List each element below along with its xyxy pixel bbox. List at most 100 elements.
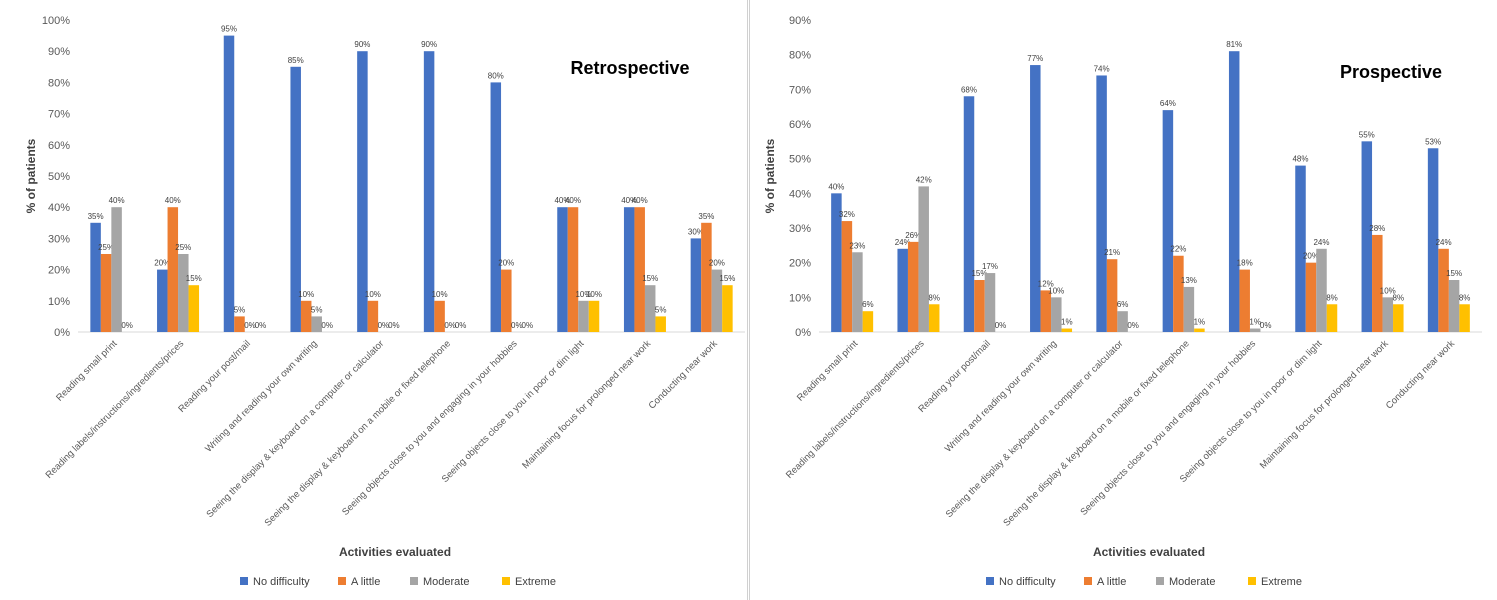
y-tick-label: 40%	[789, 188, 811, 200]
y-tick-label: 10%	[48, 296, 70, 308]
data-label: 0%	[522, 321, 534, 330]
bar	[1372, 234, 1383, 332]
data-label: 95%	[221, 25, 237, 34]
data-label: 28%	[1369, 224, 1385, 233]
legend-swatch	[986, 577, 994, 585]
legend-swatch	[240, 577, 248, 585]
bar	[1228, 51, 1240, 332]
y-tick-label: 100%	[42, 15, 70, 27]
data-label: 5%	[311, 305, 323, 314]
legend-swatch	[1084, 577, 1092, 585]
bar	[1030, 65, 1041, 333]
data-label: 21%	[1104, 248, 1120, 257]
data-label: 0%	[455, 321, 467, 330]
data-label: 42%	[916, 175, 932, 184]
data-label: 0%	[1127, 321, 1139, 330]
data-label: 15%	[719, 274, 735, 283]
data-label: 20%	[709, 259, 725, 268]
bar	[1183, 286, 1195, 332]
y-tick-label: 90%	[789, 15, 811, 27]
data-label: 40%	[565, 196, 581, 205]
data-label: 24%	[895, 238, 911, 247]
x-axis-title: Activities evaluated	[339, 545, 451, 559]
bar	[1382, 297, 1394, 332]
data-label: 30%	[688, 227, 704, 236]
y-tick-label: 50%	[48, 171, 70, 183]
data-label: 18%	[1237, 259, 1253, 268]
y-tick-label: 70%	[789, 84, 811, 96]
bar	[711, 269, 723, 332]
data-label: 0%	[244, 321, 256, 330]
data-label: 32%	[839, 210, 855, 219]
bar	[1326, 304, 1338, 332]
legend-swatch	[502, 577, 510, 585]
data-label: 15%	[971, 269, 987, 278]
data-label: 20%	[1303, 252, 1319, 261]
data-label: 8%	[1393, 293, 1405, 302]
y-tick-label: 0%	[795, 327, 811, 339]
data-label: 77%	[1027, 54, 1043, 63]
data-label: 20%	[154, 259, 170, 268]
data-label: 10%	[575, 290, 591, 299]
data-label: 40%	[632, 196, 648, 205]
legend-swatch	[1248, 577, 1256, 585]
y-tick-label: 20%	[48, 265, 70, 277]
bar	[357, 51, 368, 332]
y-tick-label: 90%	[48, 46, 70, 58]
data-label: 8%	[1459, 293, 1471, 302]
bar	[918, 186, 929, 332]
category-label: Reading small print	[795, 338, 861, 404]
data-label: 35%	[698, 212, 714, 221]
data-label: 25%	[98, 243, 114, 252]
retrospective-chart-panel: 0% 10% 20% 30% 40% 50% 60% 70% 80% 90% 100% % of pa…	[0, 0, 748, 600]
y-axis-title: % of patients	[24, 138, 38, 213]
data-label: 0%	[995, 321, 1007, 330]
bar	[1106, 259, 1118, 332]
chart-group: 0% 10% 20% 30% 40% 50% 60% 70% 80% 90% % of patien…	[763, 15, 1482, 588]
data-label: 74%	[1094, 64, 1110, 73]
data-label: 40%	[828, 182, 844, 191]
bar	[623, 207, 635, 332]
bar	[300, 300, 312, 332]
bar	[984, 273, 996, 332]
data-label: 80%	[488, 71, 504, 80]
retrospective-chart: 0% 10% 20% 30% 40% 50% 60% 70% 80% 90% 100% % of pa…	[24, 15, 745, 588]
bar	[1040, 290, 1052, 332]
bar	[311, 316, 322, 332]
bar	[100, 254, 112, 332]
data-label: 10%	[586, 290, 602, 299]
data-label: 40%	[554, 196, 570, 205]
data-label: 1%	[1061, 318, 1073, 327]
x-axis-title: Activities evaluated	[1093, 545, 1205, 559]
data-label: 20%	[498, 259, 514, 268]
data-label: 15%	[1446, 269, 1462, 278]
data-label: 17%	[982, 262, 998, 271]
data-label: 8%	[928, 293, 940, 302]
data-label: 90%	[354, 40, 370, 49]
data-label: 0%	[378, 321, 390, 330]
data-label: 15%	[186, 274, 202, 283]
bar	[852, 252, 863, 332]
y-tick-label: 30%	[48, 233, 70, 245]
data-label: 26%	[905, 231, 921, 240]
legend-label: A little	[351, 576, 380, 588]
data-label: 0%	[1260, 321, 1272, 330]
bar	[1173, 255, 1184, 332]
bar	[167, 207, 179, 332]
bar	[1096, 75, 1107, 332]
data-label: 90%	[421, 40, 437, 49]
legend-swatch	[410, 577, 418, 585]
bar	[223, 35, 235, 332]
legend-swatch	[1156, 577, 1164, 585]
prospective-chart-panel: 0% 10% 20% 30% 40% 50% 60% 70% 80% 90% % of patien…	[749, 0, 1497, 600]
data-label: 10%	[298, 290, 314, 299]
bar	[1459, 304, 1470, 332]
bar	[897, 248, 908, 332]
data-label: 22%	[1170, 245, 1186, 254]
y-tick-label: 60%	[48, 140, 70, 152]
data-label: 1%	[1249, 318, 1261, 327]
data-label: 40%	[621, 196, 637, 205]
bar	[1438, 248, 1449, 332]
chart-group: 0% 10% 20% 30% 40% 50% 60% 70% 80% 90% 100% % of pa…	[24, 15, 745, 588]
bar	[1361, 141, 1373, 332]
